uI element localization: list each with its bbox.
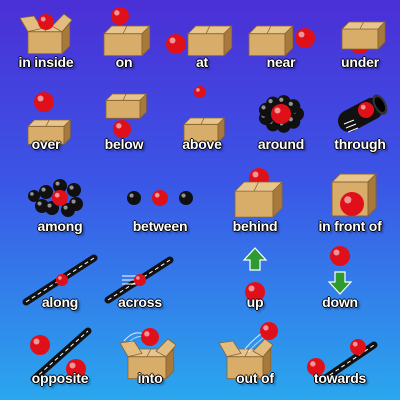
preposition-label: towards xyxy=(313,370,367,386)
preposition-card: opposite xyxy=(20,319,100,392)
preposition-card: down xyxy=(300,244,380,316)
preposition-label: above xyxy=(182,136,222,152)
preposition-card: behind xyxy=(215,164,295,240)
preposition-label: over xyxy=(31,136,61,152)
preposition-label: behind xyxy=(232,218,278,234)
preposition-label: up xyxy=(246,294,264,310)
preposition-card: below xyxy=(84,84,164,158)
preposition-label: across xyxy=(118,294,162,310)
preposition-card: out of xyxy=(215,319,295,392)
preposition-label: out of xyxy=(236,370,274,386)
preposition-label: on xyxy=(115,54,133,70)
preposition-label: near xyxy=(266,54,296,70)
preposition-card: in front of xyxy=(310,164,390,240)
preposition-card: through xyxy=(320,84,400,158)
preposition-card: in inside xyxy=(6,4,86,76)
preposition-label: under xyxy=(341,54,379,70)
preposition-label: down xyxy=(322,294,358,310)
preposition-label: around xyxy=(257,136,305,152)
preposition-label: below xyxy=(104,136,144,152)
preposition-card: around xyxy=(241,84,321,158)
preposition-card: among xyxy=(20,164,100,240)
preposition-card: between xyxy=(120,164,200,240)
preposition-label: through xyxy=(334,136,386,152)
preposition-card: near xyxy=(241,4,321,76)
preposition-label: into xyxy=(137,370,163,386)
preposition-card: towards xyxy=(300,319,380,392)
preposition-card: into xyxy=(110,319,190,392)
preposition-label: opposite xyxy=(31,370,89,386)
preposition-card: up xyxy=(215,244,295,316)
preposition-card: along xyxy=(20,244,100,316)
preposition-card: at xyxy=(162,4,242,76)
preposition-card: over xyxy=(6,84,86,158)
preposition-label: at xyxy=(195,54,209,70)
preposition-card: on xyxy=(84,4,164,76)
preposition-card: above xyxy=(162,84,242,158)
preposition-label: in inside xyxy=(18,54,74,70)
preposition-label: in front of xyxy=(318,218,382,234)
preposition-card: under xyxy=(320,4,400,76)
preposition-label: along xyxy=(41,294,79,310)
preposition-label: between xyxy=(132,218,188,234)
preposition-card: across xyxy=(100,244,180,316)
preposition-label: among xyxy=(37,218,83,234)
